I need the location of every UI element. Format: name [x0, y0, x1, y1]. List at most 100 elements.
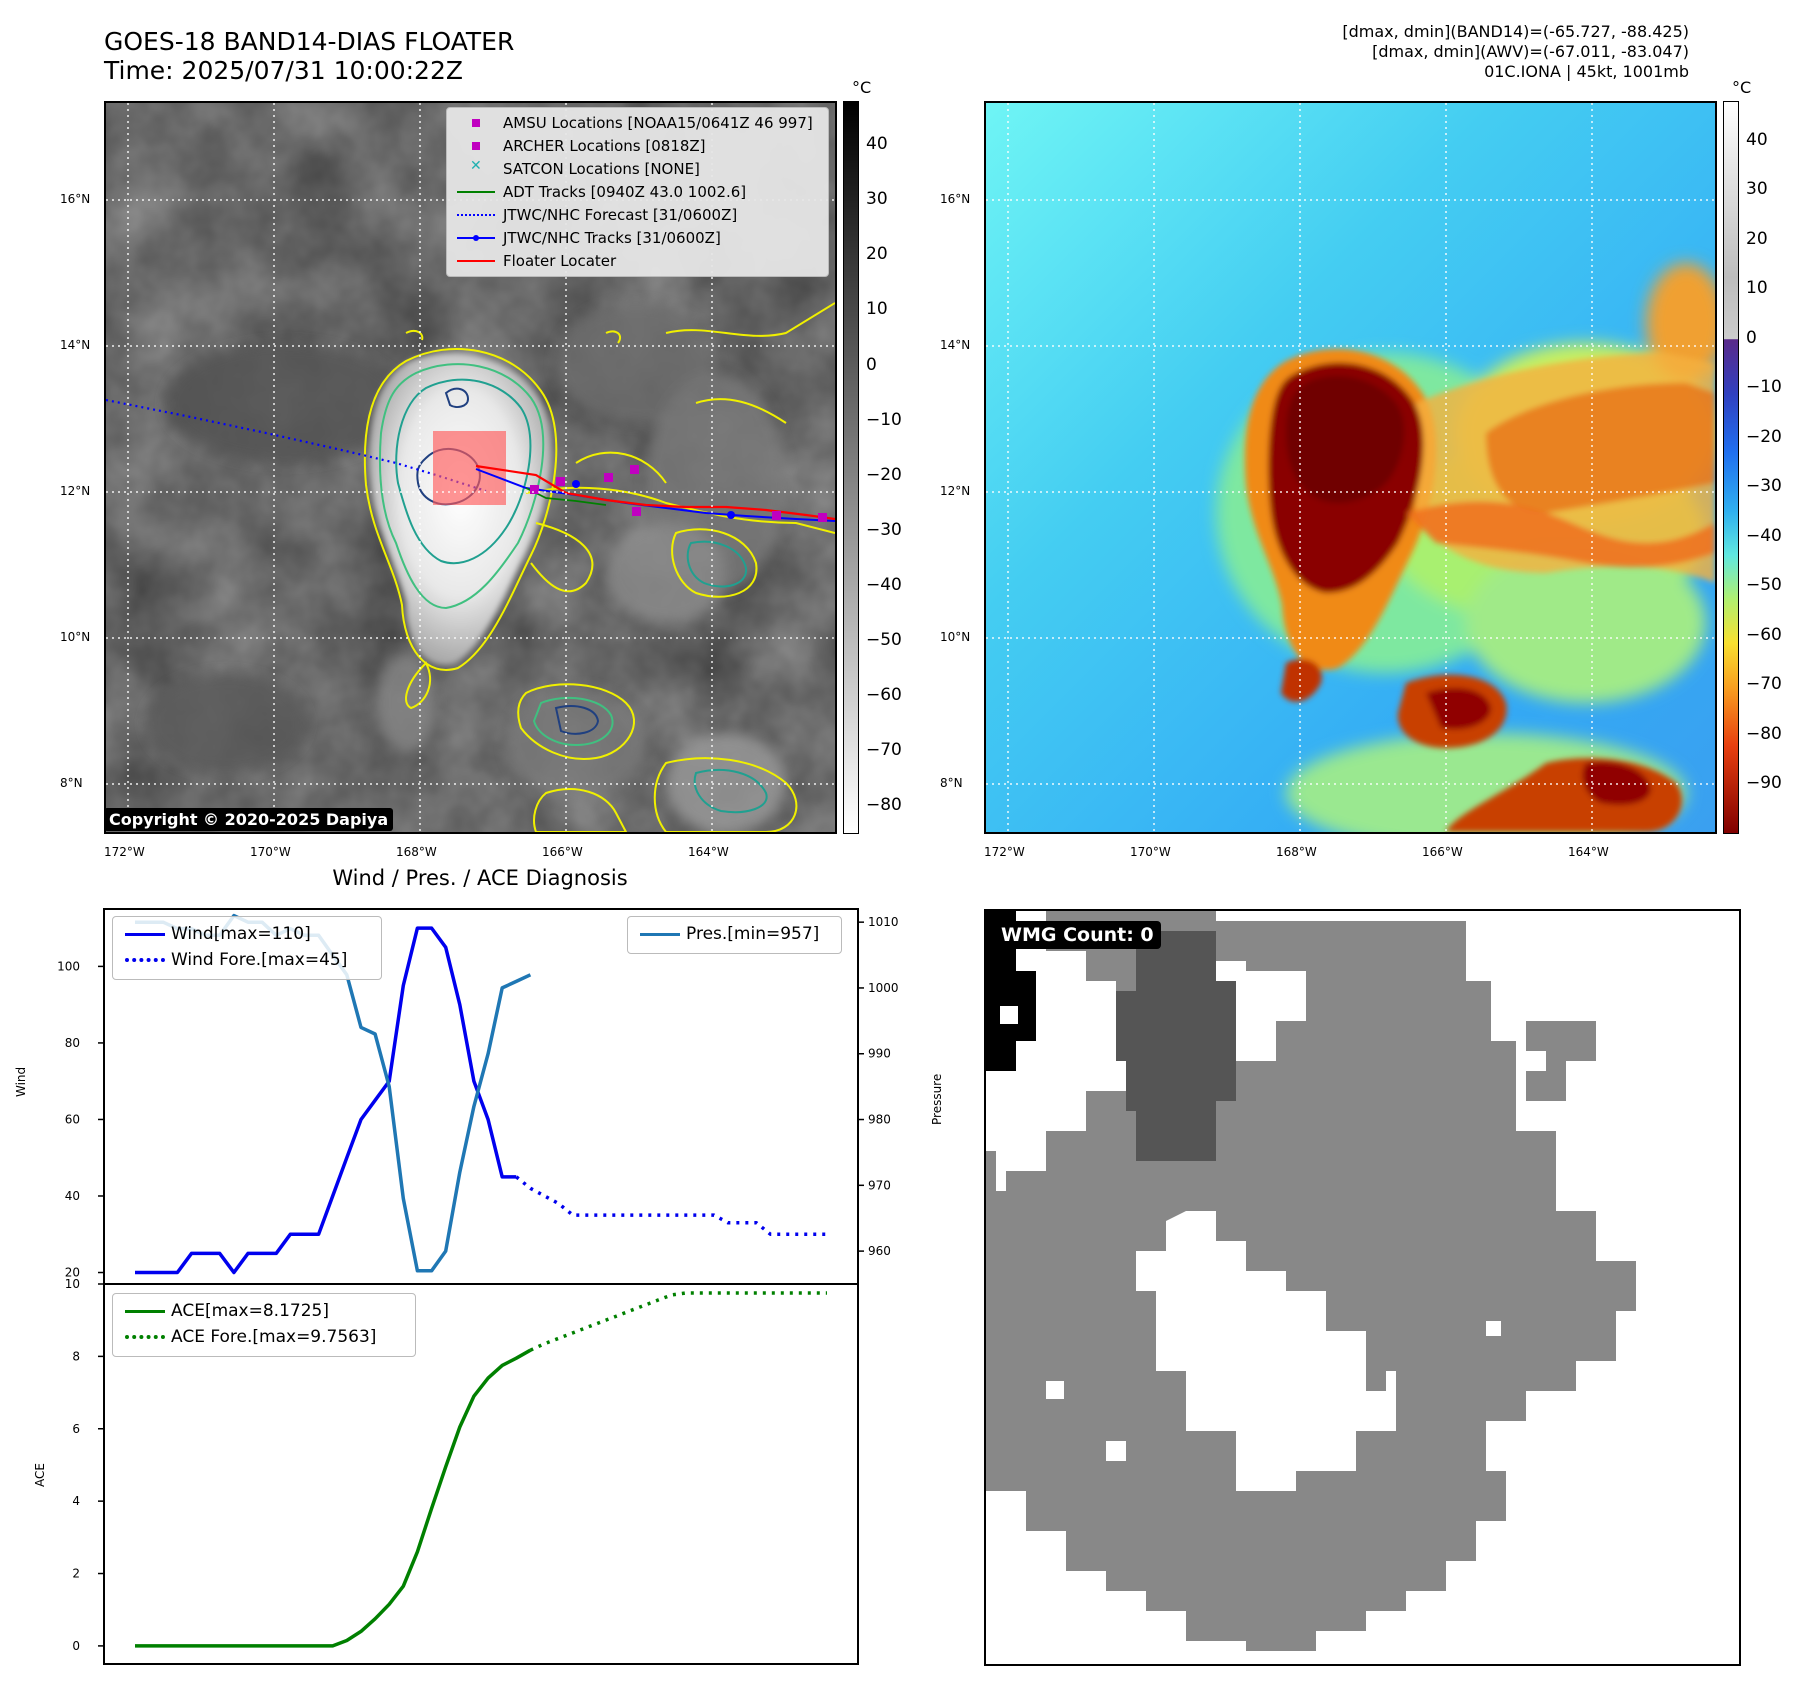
line-marker-icon	[125, 1300, 165, 1322]
line-marker-icon	[457, 181, 495, 203]
ace-axis-tick-label: 6	[72, 1422, 80, 1436]
line-marker-icon	[457, 250, 495, 272]
wind-axis-tick-label: 60	[65, 1112, 80, 1126]
legend-ace: ACE[max=8.1725]	[125, 1300, 329, 1322]
ir-colorbar-tick: −60	[866, 685, 902, 706]
awv-lon-170: 170°W	[1130, 845, 1171, 859]
awv-lat-16: 16°N	[940, 192, 971, 206]
wind-axis-tick-label: 100	[57, 959, 80, 973]
legend-wind: Wind[max=110]	[125, 923, 311, 945]
awv-lon-166: 166°W	[1422, 845, 1463, 859]
legend-label: JTWC/NHC Forecast [31/0600Z]	[503, 206, 738, 224]
ir-lat-8: 8°N	[60, 776, 83, 790]
ace-axis-tick-label: 0	[72, 1639, 80, 1653]
ace-legend: ACE[max=8.1725] ACE Fore.[max=9.7563]	[112, 1293, 416, 1357]
legend-label: SATCON Locations [NONE]	[503, 160, 700, 178]
awv-lon-168: 168°W	[1276, 845, 1317, 859]
info-band14-range: [dmax, dmin](BAND14)=(-65.727, -88.425)	[1342, 22, 1689, 41]
line-marker-icon	[125, 923, 165, 945]
ace-series-line	[135, 1348, 532, 1648]
wind-axis-tick-label: 20	[65, 1266, 80, 1280]
legend-label: Wind[max=110]	[171, 924, 311, 944]
awv-colorbar-tick: 10	[1746, 278, 1768, 299]
dotted-line-icon	[125, 949, 165, 971]
ir-lon-172: 172°W	[104, 845, 145, 859]
figure-title: GOES-18 BAND14-DIAS FLOATER	[104, 27, 515, 56]
ir-colorbar-tick: −10	[866, 409, 902, 430]
legend-satcon: ✕ SATCON Locations [NONE]	[457, 158, 700, 180]
ir-colorbar-tick: 20	[866, 244, 888, 265]
ir-colorbar-tick: −30	[866, 519, 902, 540]
line-dot-icon	[457, 227, 495, 249]
ace-axis-tick-label: 4	[72, 1494, 80, 1508]
square-marker-icon	[457, 112, 495, 134]
awv-lat-12: 12°N	[940, 484, 971, 498]
pressure-axis-tick-label: 980	[868, 1113, 891, 1127]
ace-axis-tick-label: 8	[72, 1349, 80, 1363]
pressure-axis-tick-label: 1010	[868, 915, 899, 929]
legend-label: ADT Tracks [0940Z 43.0 1002.6]	[503, 183, 747, 201]
wind-axis-tick-label: 80	[65, 1036, 80, 1050]
awv-lat-14: 14°N	[940, 338, 971, 352]
map-legend: AMSU Locations [NOAA15/0641Z 46 997] ARC…	[446, 107, 829, 277]
legend-tracks: JTWC/NHC Tracks [31/0600Z]	[457, 227, 721, 249]
ace-axis-tick-label: 10	[65, 1277, 80, 1291]
legend-label: Floater Locater	[503, 252, 617, 270]
ir-colorbar-tick: 40	[866, 134, 888, 155]
ace-forecast-line	[529, 1291, 827, 1352]
ir-colorbar-tick: 0	[866, 354, 877, 375]
awv-colorbar-tick: −50	[1746, 575, 1782, 596]
ir-lon-170: 170°W	[250, 845, 291, 859]
dotted-line-icon	[125, 1326, 165, 1348]
info-storm: 01C.IONA | 45kt, 1001mb	[1484, 62, 1689, 81]
figure-time: Time: 2025/07/31 10:00:22Z	[104, 56, 463, 85]
diag-title: Wind / Pres. / ACE Diagnosis	[332, 866, 628, 890]
ir-lon-164: 164°W	[688, 845, 729, 859]
ir-colorbar	[843, 101, 859, 834]
awv-lat-10: 10°N	[940, 630, 971, 644]
ir-colorbar-tick: −70	[866, 740, 902, 761]
pressure-axis-tick-label: 960	[868, 1244, 891, 1258]
awv-colorbar-tick: 40	[1746, 129, 1768, 150]
info-awv-range: [dmax, dmin](AWV)=(-67.011, -83.047)	[1372, 42, 1689, 61]
ir-colorbar-unit: °C	[852, 78, 872, 97]
wind-axis-label: Wind	[14, 1066, 28, 1097]
ir-colorbar-tick: −20	[866, 464, 902, 485]
legend-label: JTWC/NHC Tracks [31/0600Z]	[503, 229, 721, 247]
legend-amsu: AMSU Locations [NOAA15/0641Z 46 997]	[457, 112, 813, 134]
legend-pressure: Pres.[min=957]	[640, 923, 819, 945]
pressure-axis-tick-label: 1000	[868, 981, 899, 995]
ir-colorbar-tick: 30	[866, 189, 888, 210]
awv-colorbar-tick: 20	[1746, 228, 1768, 249]
ir-lat-16: 16°N	[60, 192, 91, 206]
awv-lat-8: 8°N	[940, 776, 963, 790]
dotted-line-icon	[457, 204, 495, 226]
legend-label: Wind Fore.[max=45]	[171, 950, 348, 970]
awv-lon-172: 172°W	[984, 845, 1025, 859]
ir-colorbar-tick: −50	[866, 630, 902, 651]
square-marker-icon	[457, 135, 495, 157]
legend-ace-forecast: ACE Fore.[max=9.7563]	[125, 1326, 376, 1348]
wind-axis-tick-label: 40	[65, 1189, 80, 1203]
awv-colorbar-tick: −80	[1746, 723, 1782, 744]
wind-legend: Wind[max=110] Wind Fore.[max=45]	[112, 916, 382, 980]
ir-lon-166: 166°W	[542, 845, 583, 859]
ir-lon-168: 168°W	[396, 845, 437, 859]
awv-lon-164: 164°W	[1568, 845, 1609, 859]
pressure-axis-label: Pressure	[930, 1073, 944, 1125]
awv-colorbar-tick: 0	[1746, 327, 1757, 348]
awv-colorbar-tick: −10	[1746, 377, 1782, 398]
ir-lat-10: 10°N	[60, 630, 91, 644]
awv-colorbar-tick: −90	[1746, 773, 1782, 794]
awv-colorbar-tick: −30	[1746, 476, 1782, 497]
ir-colorbar-tick: −40	[866, 574, 902, 595]
awv-colorbar-unit: °C	[1732, 78, 1752, 97]
awv-colorbar-tick: −20	[1746, 426, 1782, 447]
ir-colorbar-tick: 10	[866, 299, 888, 320]
x-marker-icon: ✕	[470, 158, 482, 174]
awv-colorbar-tick: −40	[1746, 525, 1782, 546]
ir-lat-12: 12°N	[60, 484, 91, 498]
legend-floater: Floater Locater	[457, 250, 616, 272]
legend-label: ACE Fore.[max=9.7563]	[171, 1327, 377, 1347]
awv-map-image	[986, 103, 1715, 832]
